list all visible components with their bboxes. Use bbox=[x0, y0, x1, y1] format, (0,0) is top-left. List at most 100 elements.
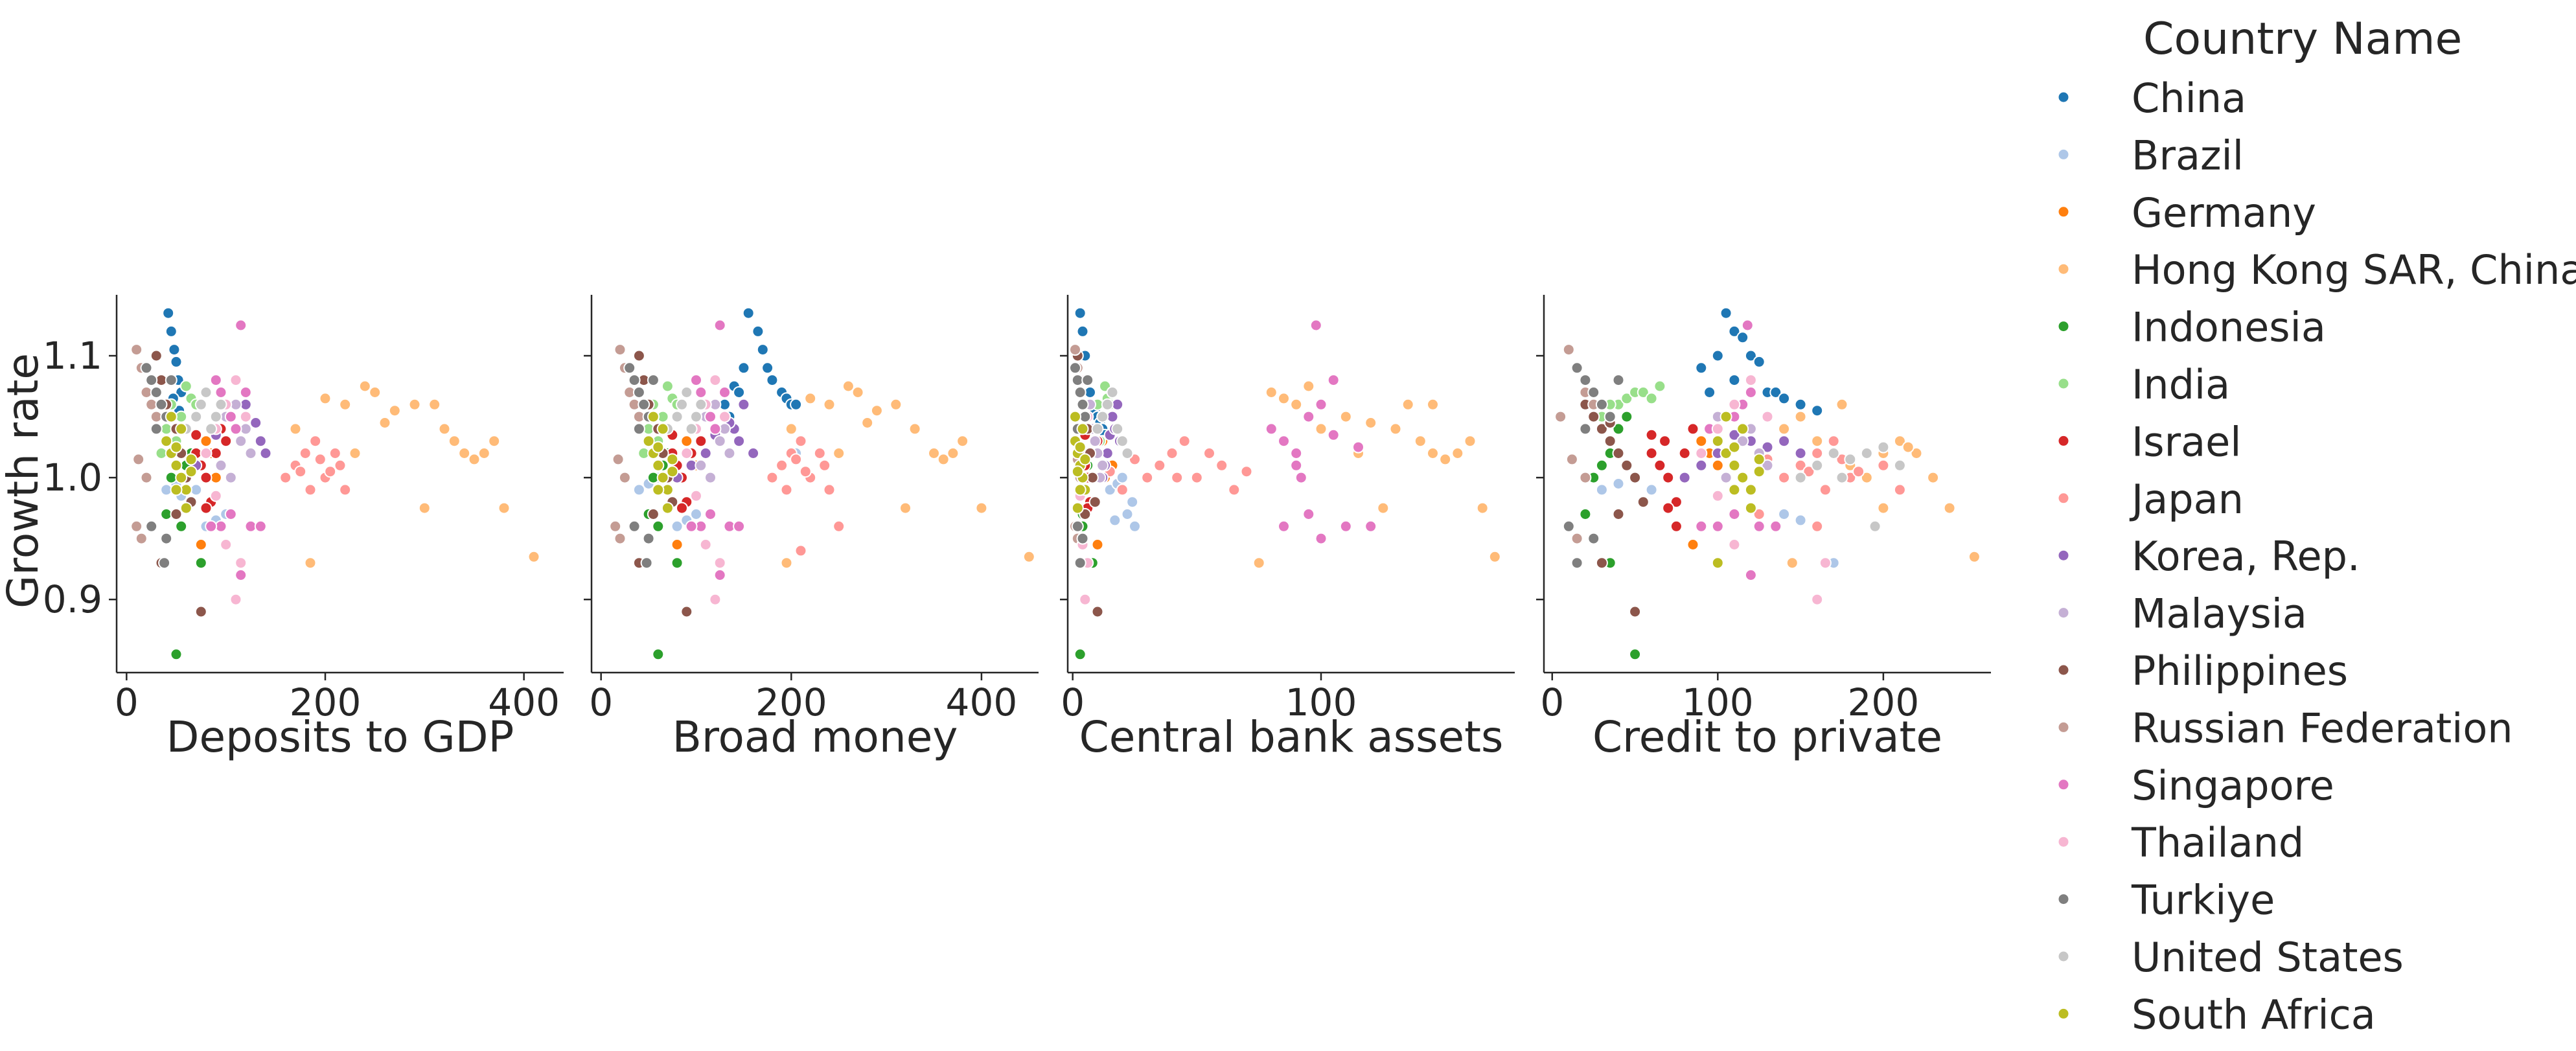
data-point bbox=[194, 398, 207, 411]
legend-title: Country Name bbox=[2143, 14, 2462, 65]
data-point bbox=[254, 520, 267, 533]
series-russian-federation bbox=[130, 343, 163, 545]
data-point bbox=[719, 410, 731, 423]
legend-label: United States bbox=[2132, 934, 2404, 981]
data-point bbox=[1069, 343, 1081, 356]
legend-label: Russian Federation bbox=[2132, 704, 2513, 752]
data-point bbox=[1736, 422, 1749, 435]
data-point bbox=[319, 392, 332, 405]
series-russian-federation bbox=[609, 343, 645, 545]
data-point bbox=[680, 605, 693, 618]
data-point bbox=[908, 422, 921, 435]
data-point bbox=[1645, 428, 1658, 441]
data-point bbox=[369, 386, 382, 398]
data-point bbox=[1620, 459, 1633, 472]
data-point bbox=[150, 349, 163, 362]
data-point bbox=[224, 471, 237, 484]
data-point bbox=[780, 483, 793, 496]
data-point bbox=[165, 410, 178, 423]
data-point bbox=[1327, 374, 1340, 387]
series-south-africa bbox=[160, 410, 198, 514]
data-point bbox=[1877, 441, 1890, 454]
legend-marker bbox=[2057, 1007, 2070, 1020]
data-point bbox=[609, 520, 622, 533]
data-point bbox=[132, 453, 145, 466]
data-point bbox=[1686, 538, 1699, 551]
data-point bbox=[214, 386, 227, 398]
data-point bbox=[1711, 422, 1724, 435]
data-point bbox=[647, 374, 660, 387]
data-point bbox=[135, 532, 148, 545]
data-point bbox=[328, 447, 341, 459]
data-point bbox=[140, 362, 153, 375]
data-point bbox=[776, 459, 788, 472]
data-point bbox=[408, 398, 421, 411]
data-point bbox=[1860, 471, 1873, 484]
data-point bbox=[1414, 435, 1427, 448]
data-point bbox=[666, 465, 679, 478]
legend-marker bbox=[2057, 377, 2070, 390]
data-point bbox=[1753, 508, 1765, 520]
data-point bbox=[200, 447, 213, 459]
data-point bbox=[1761, 441, 1774, 454]
data-point bbox=[1488, 550, 1501, 563]
data-point bbox=[309, 435, 322, 448]
data-point bbox=[145, 520, 158, 533]
data-point bbox=[1377, 502, 1390, 514]
data-point bbox=[428, 398, 441, 411]
legend-marker bbox=[2057, 778, 2070, 791]
series-singapore bbox=[685, 319, 746, 581]
data-point bbox=[1141, 471, 1154, 484]
data-point bbox=[1744, 502, 1757, 514]
data-point bbox=[1339, 520, 1352, 533]
data-point bbox=[1302, 410, 1315, 423]
data-point bbox=[162, 306, 175, 319]
data-point bbox=[1074, 441, 1087, 454]
data-point bbox=[1612, 422, 1625, 435]
data-point bbox=[205, 520, 218, 533]
data-point bbox=[1579, 508, 1592, 520]
data-point bbox=[1753, 355, 1765, 368]
data-point bbox=[1364, 417, 1377, 429]
x-axis-label: Deposits to GDP bbox=[167, 712, 514, 762]
data-point bbox=[766, 374, 779, 387]
data-point bbox=[1439, 453, 1452, 466]
data-point bbox=[713, 435, 726, 448]
data-point bbox=[468, 453, 481, 466]
data-point bbox=[185, 465, 198, 478]
data-point bbox=[870, 404, 883, 417]
data-point bbox=[1719, 410, 1732, 423]
series-japan bbox=[279, 435, 352, 496]
legend-label: Hong Kong SAR, China bbox=[2132, 246, 2576, 294]
data-point bbox=[194, 557, 207, 570]
scatter-points bbox=[130, 306, 540, 661]
data-point bbox=[1629, 648, 1642, 661]
data-point bbox=[1711, 520, 1724, 533]
legend-marker bbox=[2057, 205, 2070, 218]
data-point bbox=[1315, 532, 1328, 545]
data-point bbox=[1728, 325, 1741, 338]
data-point bbox=[1819, 483, 1832, 496]
series-russian-federation bbox=[1554, 343, 1600, 545]
data-point bbox=[780, 557, 793, 570]
data-point bbox=[1126, 496, 1139, 509]
data-point bbox=[1811, 435, 1824, 448]
data-point bbox=[1069, 362, 1081, 375]
data-point bbox=[1076, 325, 1089, 338]
data-point bbox=[785, 422, 798, 435]
data-point bbox=[1079, 593, 1092, 606]
data-point bbox=[709, 593, 722, 606]
data-point bbox=[1106, 386, 1119, 398]
series-japan bbox=[766, 435, 845, 557]
data-point bbox=[1728, 441, 1741, 454]
data-point bbox=[1088, 496, 1101, 509]
legend-marker bbox=[2057, 893, 2070, 906]
legend-item: Russian Federation bbox=[2057, 704, 2513, 752]
data-point bbox=[676, 398, 688, 411]
data-point bbox=[1794, 514, 1807, 527]
data-point bbox=[448, 435, 461, 448]
data-point bbox=[1074, 386, 1087, 398]
data-point bbox=[1587, 532, 1600, 545]
data-point bbox=[1678, 447, 1691, 459]
